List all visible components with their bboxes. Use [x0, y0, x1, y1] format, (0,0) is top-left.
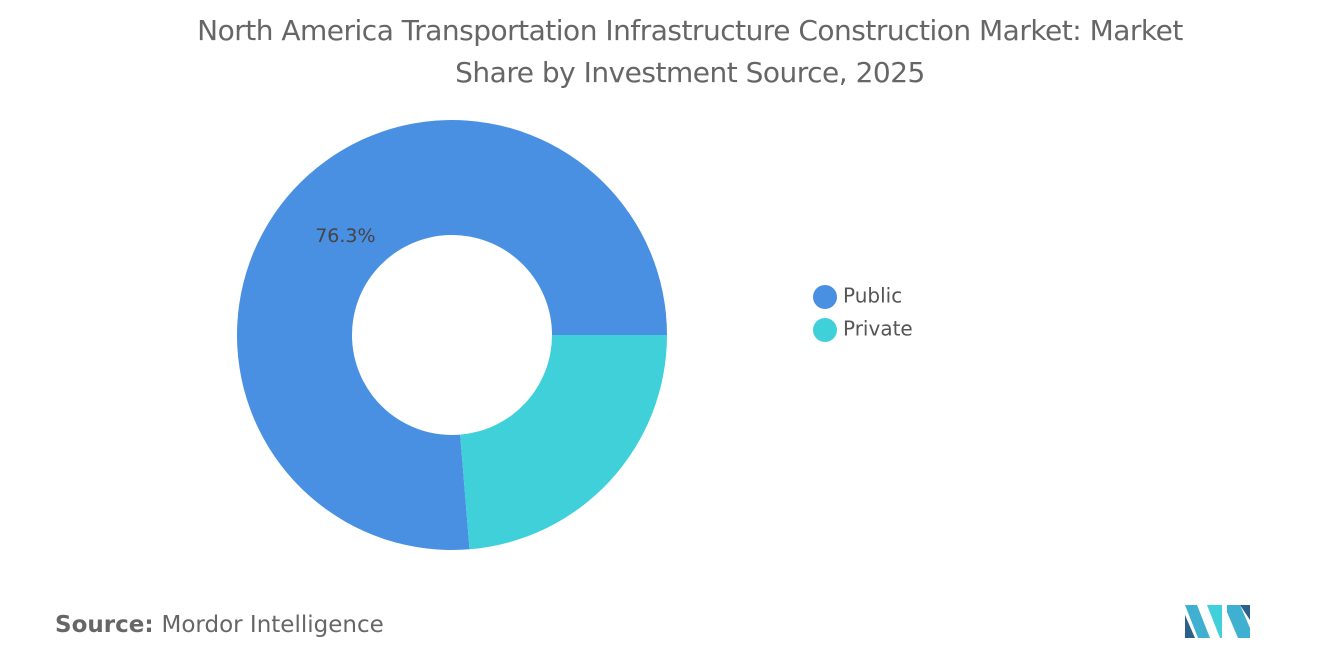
legend-label: Public	[843, 284, 902, 308]
legend-marker	[813, 285, 837, 309]
data-label: 76.3%	[315, 225, 375, 247]
donut-slice	[237, 120, 667, 551]
source-text: Mordor Intelligence	[161, 612, 384, 638]
source: Source: Mordor Intelligence	[55, 612, 384, 638]
chart-title: North America Transportation Infrastruct…	[197, 14, 1183, 89]
logo	[1185, 605, 1250, 638]
legend-marker	[813, 318, 837, 342]
donut-slice	[460, 335, 667, 550]
source-label: Source:	[55, 612, 154, 638]
legend-label: Private	[843, 317, 913, 341]
